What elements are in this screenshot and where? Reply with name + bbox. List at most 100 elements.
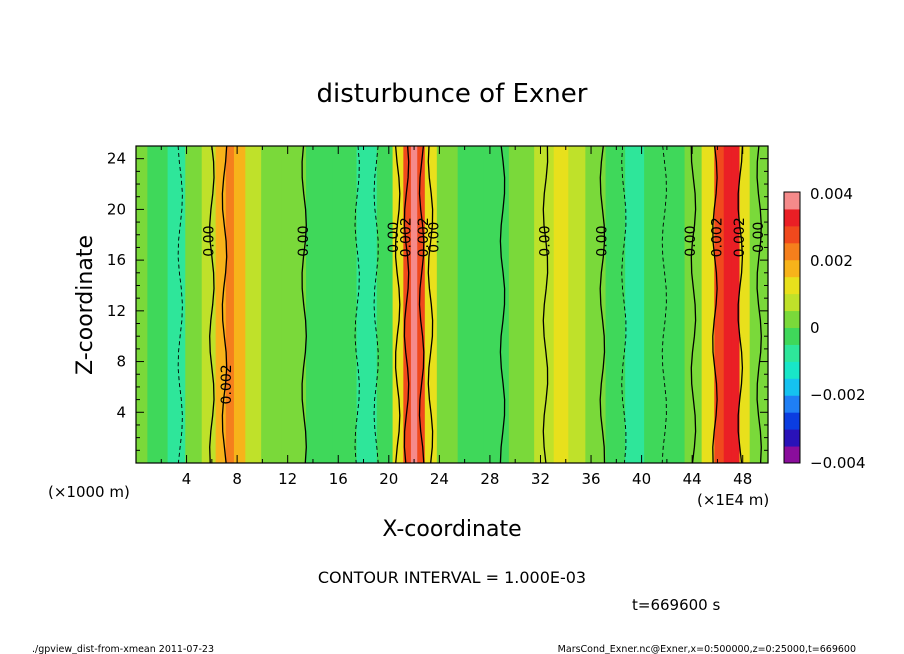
contour-line <box>209 145 215 464</box>
footer-left: ./gpview_dist-from-xmean 2011-07-23 <box>32 644 214 654</box>
colorbar-swatch <box>784 395 800 413</box>
heatmap-cell <box>723 146 732 463</box>
colorbar <box>784 192 800 464</box>
contour-interval: CONTOUR INTERVAL = 1.000E-03 <box>318 568 586 587</box>
colorbar-label-max: 0.004 <box>810 185 853 203</box>
x-tick-label: 40 <box>632 470 651 488</box>
heatmap-cell <box>306 146 334 463</box>
contour-label: 0.00 <box>296 226 312 257</box>
colorbar-frame <box>783 191 801 464</box>
heatmap-cell <box>215 146 227 463</box>
contour-label: 0.002 <box>709 217 725 257</box>
x-unit-right: (×1E4 m) <box>697 491 769 509</box>
heatmap-cell <box>417 146 426 463</box>
contour-line <box>418 145 425 464</box>
heatmap-cell <box>147 146 169 463</box>
plot-frame <box>135 145 769 464</box>
contour-line <box>394 145 401 464</box>
heatmap-cell <box>625 146 645 463</box>
colorbar-swatch <box>784 259 800 278</box>
time-label: t=669600 s <box>632 596 720 614</box>
heatmap-cell <box>167 146 186 463</box>
x-tick-label: 32 <box>531 470 550 488</box>
colorbar-label-low: −0.002 <box>810 386 866 404</box>
y-tick-label: 16 <box>107 251 126 269</box>
contour-label: 0.00 <box>538 226 554 257</box>
y-tick-label: 12 <box>107 302 126 320</box>
y-tick-label: 8 <box>116 353 126 371</box>
heatmap-cell <box>225 146 235 463</box>
colorbar-label-high: 0.002 <box>810 252 853 270</box>
contour-label: 0.00 <box>426 222 442 253</box>
colorbar-swatch <box>784 208 800 227</box>
colorbar-label-zero: 0 <box>810 319 820 337</box>
contour-line <box>712 145 718 464</box>
colorbar-swatch <box>784 446 800 464</box>
contour-line <box>221 145 228 464</box>
colorbar-swatch <box>784 344 800 362</box>
colorbar-swatch <box>784 242 800 261</box>
contour-label: 0.00 <box>683 226 699 257</box>
contour-line <box>542 145 549 464</box>
x-tick-label: 48 <box>733 470 752 488</box>
y-tick-label: 4 <box>116 403 126 421</box>
x-axis-label: X-coordinate <box>382 517 521 542</box>
heatmap-cell <box>761 146 769 463</box>
heatmap-cell <box>585 146 607 463</box>
heatmap-cell <box>508 146 535 463</box>
heatmap-cell <box>201 146 217 463</box>
heatmap-cell <box>684 146 703 463</box>
x-tick-label: 16 <box>329 470 348 488</box>
contour-label: 0.002 <box>219 364 235 404</box>
colorbar-swatch <box>784 378 800 396</box>
contour-line <box>403 145 410 464</box>
colorbar-swatch <box>784 327 800 345</box>
heatmap-cell <box>739 146 751 463</box>
colorbar-swatch <box>784 429 800 447</box>
contour-label: 0.00 <box>594 226 610 257</box>
x-tick-label: 12 <box>278 470 297 488</box>
contour-line <box>690 145 697 464</box>
colorbar-swatch <box>784 293 800 312</box>
heatmap-cell <box>261 146 282 463</box>
colorbar-label-min: −0.004 <box>810 454 866 472</box>
heatmap-cell <box>457 146 485 463</box>
heatmap-cell <box>185 146 203 463</box>
contour-lines <box>177 145 762 464</box>
heatmap-field <box>136 146 769 463</box>
heatmap-cell <box>136 146 148 463</box>
heatmap-cell <box>568 146 586 463</box>
contour-line <box>737 145 744 464</box>
contour-label: 0.002 <box>398 217 414 257</box>
heatmap-cell <box>332 146 358 463</box>
colorbar-swatch <box>784 225 800 244</box>
y-axis-label: Z-coordinate <box>73 235 98 375</box>
heatmap-cell <box>731 146 741 463</box>
contour-label: 0.00 <box>386 222 402 253</box>
contour-line <box>599 145 606 464</box>
heatmap-cell <box>483 146 510 463</box>
heatmap-cell <box>233 146 246 463</box>
heatmap-cell <box>605 146 626 463</box>
contour-line <box>301 145 307 464</box>
heatmap-cell <box>376 146 394 463</box>
heatmap-cell <box>714 146 725 463</box>
x-unit-left: (×1000 m) <box>48 483 130 501</box>
y-tick-label: 24 <box>107 150 126 168</box>
heatmap-cell <box>245 146 262 463</box>
contour-label: 0.002 <box>416 217 432 257</box>
colorbar-swatch <box>784 276 800 295</box>
heatmap-cell <box>281 146 307 463</box>
colorbar-swatch <box>784 412 800 430</box>
heatmap-cell <box>664 146 686 463</box>
footer-right: MarsCond_Exner.nc@Exner,x=0:500000,z=0:2… <box>558 644 856 654</box>
heatmap-cell <box>644 146 665 463</box>
colorbar-swatch <box>784 361 800 379</box>
contour-line <box>427 145 434 464</box>
heatmap-cell <box>392 146 404 463</box>
heatmap-cell <box>701 146 715 463</box>
x-axis-ticks: 4 8 12 16 20 24 28 32 36 40 44 48 <box>135 146 769 488</box>
heatmap-cell <box>410 146 418 463</box>
heatmap-cell <box>553 146 569 463</box>
